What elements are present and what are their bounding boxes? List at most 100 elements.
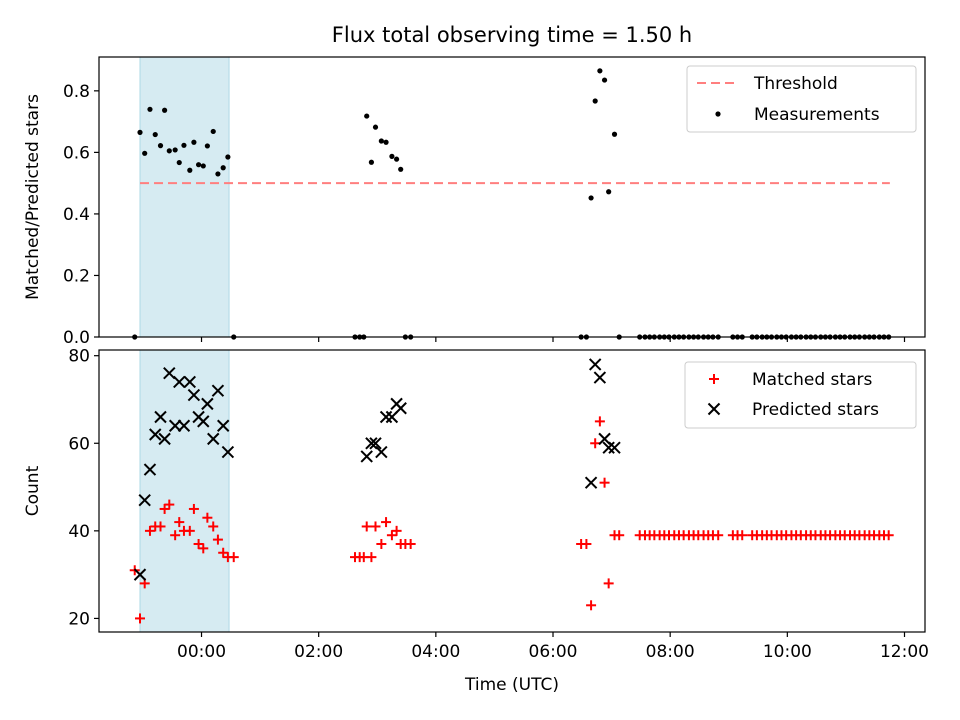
y-tick-label: 20: [68, 609, 90, 629]
measurement-point: [181, 142, 187, 148]
top-axes-frame: [98, 56, 926, 338]
matched-star-point: [188, 503, 199, 514]
measurement-point: [137, 129, 143, 135]
measurement-point: [215, 171, 221, 177]
measurement-point: [372, 124, 379, 130]
x-tick-label: 02:00: [294, 642, 343, 662]
measurement-point: [176, 159, 182, 166]
measurement-point: [597, 68, 603, 74]
y-tick-label: 0.4: [63, 205, 90, 225]
predicted-star-point: [216, 419, 230, 432]
matched-star-point: [614, 530, 625, 541]
matched-star-point: [228, 552, 239, 563]
measurement-point: [398, 166, 404, 172]
matched-star-point: [159, 503, 170, 514]
legend-predicted-swatch: [707, 402, 721, 416]
matched-star-point: [405, 538, 416, 549]
predicted-star-point: [211, 384, 225, 397]
measurement-point: [204, 143, 210, 149]
bottom-y-axis-label: Count: [23, 465, 43, 516]
predicted-star-point: [138, 493, 151, 507]
predicted-star-point: [158, 432, 171, 446]
predicted-star-point: [394, 402, 407, 415]
predicted-star-point: [187, 388, 201, 402]
predicted-star-point: [177, 419, 191, 432]
matched-star-point: [366, 552, 377, 563]
predicted-star-point: [602, 441, 615, 454]
y-tick-label: 40: [68, 522, 90, 542]
top-x-ticks: [200, 337, 906, 342]
matched-star-point: [164, 499, 175, 510]
matched-star-point: [218, 547, 229, 558]
predicted-star-point: [168, 419, 182, 432]
matched-star-point: [386, 530, 397, 541]
predicted-star-point: [365, 437, 378, 450]
matched-star-point: [603, 578, 614, 589]
matched-star-point: [391, 525, 402, 536]
predicted-star-point: [163, 367, 176, 380]
legend-plus-mark: [709, 374, 719, 384]
predicted-star-point: [608, 441, 621, 454]
predicted-star-point: [173, 375, 186, 389]
matched-star-point: [202, 512, 213, 523]
x-tick-label: 12:00: [880, 642, 929, 662]
top-legend-box: [686, 65, 917, 133]
measurements-points: [132, 68, 892, 340]
matched-star-point: [599, 477, 610, 488]
measurement-point: [152, 131, 158, 138]
bottom-legend: Matched stars Predicted stars: [684, 361, 917, 429]
bottom-axes-frame: [98, 349, 926, 633]
matched-star-point: [135, 613, 146, 624]
bottom-shaded-span: [139, 349, 230, 633]
y-tick-label: 0.2: [63, 266, 90, 286]
legend-threshold-label: Threshold: [753, 74, 838, 94]
top-y-ticks: 0.0 0.2 0.4 0.6 0.8: [63, 82, 99, 348]
matched-star-point: [381, 517, 392, 528]
predicted-star-point: [154, 410, 167, 424]
top-y-axis-label: Matched/Predicted stars: [23, 94, 43, 300]
predicted-star-point: [584, 476, 598, 489]
legend-measurements-swatch: [715, 111, 721, 117]
measurement-point: [368, 159, 375, 165]
matched-star-point: [581, 538, 592, 549]
matched-star-point: [883, 530, 894, 541]
predicted-star-point: [207, 432, 220, 446]
measurement-point: [195, 162, 202, 168]
matched-star-point: [170, 530, 181, 541]
top-axes: 0.00.20.40.60.8 Matched/Predicted stars …: [23, 56, 926, 348]
matched-star-point: [713, 530, 724, 541]
measurement-point: [383, 139, 389, 145]
legend-measurements-label: Measurements: [754, 105, 880, 125]
matched-star-point: [361, 521, 372, 532]
measurement-point: [606, 189, 612, 195]
x-tick-label: 06:00: [529, 642, 578, 662]
predicted-star-point: [593, 371, 607, 384]
measurement-point: [142, 150, 148, 156]
measurement-point: [389, 153, 395, 159]
matched-star-point: [193, 538, 204, 549]
measurement-point: [166, 148, 172, 154]
predicted-star-point: [598, 432, 611, 446]
matched-star-point: [590, 438, 601, 449]
measurement-point: [187, 167, 193, 173]
legend-x-mark: [707, 402, 721, 416]
matched-star-point: [184, 525, 195, 536]
x-axis-label: Time (UTC): [464, 675, 559, 695]
predicted-star-point: [143, 463, 157, 476]
matched-star-point: [174, 517, 185, 528]
x-tick-label: 10:00: [763, 642, 812, 662]
matched-star-point: [208, 521, 219, 532]
matched-star-point: [370, 521, 381, 532]
measurement-point: [157, 143, 164, 149]
measurement-point: [225, 154, 231, 160]
predicted-star-point: [369, 437, 382, 450]
legend-matched-label: Matched stars: [752, 370, 872, 390]
matched-star-point: [212, 534, 223, 545]
predicted-star-point: [379, 410, 393, 424]
bottom-y-ticks: 20 40 60 80: [68, 347, 99, 629]
legend-predicted-label: Predicted stars: [752, 400, 879, 420]
y-tick-label: 0.6: [63, 143, 90, 163]
measurement-point: [191, 139, 197, 145]
measurement-point: [220, 165, 226, 171]
